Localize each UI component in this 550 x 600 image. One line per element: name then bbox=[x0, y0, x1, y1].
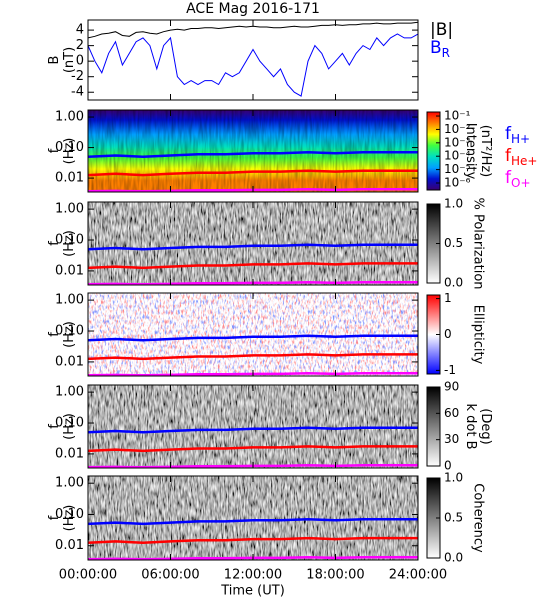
series-line bbox=[88, 536, 418, 544]
y-tick-label: 1.00 bbox=[55, 476, 84, 491]
colorbar-label: (Deg) bbox=[478, 408, 493, 444]
colorbar-label: Intensity bbox=[463, 123, 478, 180]
legend-entry: fH+ bbox=[505, 124, 530, 146]
spectrogram bbox=[88, 202, 418, 285]
y-axis-title: (Hz) bbox=[62, 138, 77, 165]
y-tick-label: 4 bbox=[76, 23, 84, 38]
legend-name: f bbox=[505, 146, 512, 166]
legend-subscript: He+ bbox=[511, 154, 537, 168]
chart-title: ACE Mag 2016-171 bbox=[186, 1, 320, 17]
y-axis-title: f bbox=[47, 515, 62, 520]
legend-subscript: R bbox=[442, 46, 450, 60]
legend-subscript: H+ bbox=[511, 132, 530, 146]
series-line bbox=[88, 426, 418, 434]
legend-entry: fO+ bbox=[505, 168, 531, 190]
y-axis-title: f bbox=[47, 424, 62, 429]
y-tick-label: 0.10 bbox=[55, 507, 84, 522]
x-tick-label: 24:00:00 bbox=[389, 568, 447, 583]
spectrogram-texture bbox=[88, 110, 418, 192]
colorbar-tick-label: 1.0 bbox=[444, 471, 463, 485]
y-axis-title: (Hz) bbox=[62, 230, 77, 257]
legend-entry: BR bbox=[430, 38, 450, 60]
y-tick-label: 1.00 bbox=[55, 110, 84, 125]
y-tick-label: 0.10 bbox=[55, 140, 84, 155]
x-tick-label: 12:00:00 bbox=[224, 568, 282, 583]
y-tick-label: 1.00 bbox=[55, 293, 84, 308]
y-tick-label: 0 bbox=[76, 54, 84, 69]
y-tick-label: 0.01 bbox=[55, 354, 84, 369]
colorbar-tick-label: 10⁻¹ bbox=[444, 109, 471, 123]
series-line bbox=[88, 243, 418, 251]
colorbar-label: (nT²/Hz) bbox=[478, 125, 493, 178]
colorbar-tick-label: 0.5 bbox=[444, 511, 463, 525]
colorbar-label: % Polarization bbox=[471, 197, 486, 289]
colorbar-tick-label: 10⁻⁶ bbox=[444, 175, 471, 189]
y-tick-label: 0.10 bbox=[55, 324, 84, 339]
legend-subscript: O+ bbox=[511, 176, 531, 190]
colorbar-label: Coherency bbox=[471, 483, 486, 553]
x-axis-title: Time (UT) bbox=[220, 584, 285, 599]
series-line bbox=[88, 445, 418, 453]
colorbar-tick-label: 30 bbox=[444, 432, 459, 446]
series-line bbox=[88, 33, 418, 97]
colorbar-tick-label: 0 bbox=[444, 459, 452, 473]
legend-entry: fHe+ bbox=[505, 146, 537, 168]
y-axis-title: f bbox=[47, 241, 62, 246]
x-tick-label: 06:00:00 bbox=[141, 568, 199, 583]
x-tick-label: 00:00:00 bbox=[59, 568, 117, 583]
y-axis-title: (Hz) bbox=[62, 413, 77, 440]
y-tick-label: 0.01 bbox=[55, 538, 84, 553]
colorbar-tick-label: 0.0 bbox=[444, 276, 463, 290]
colorbar-tick-label: 0.0 bbox=[444, 551, 463, 565]
colorbar-tick-label: 10⁻² bbox=[444, 122, 471, 136]
colorbar-tick-label: 60 bbox=[444, 406, 459, 420]
series-line bbox=[88, 151, 418, 158]
x-tick-label: 18:00:00 bbox=[306, 568, 364, 583]
legend-name: B bbox=[430, 38, 442, 58]
colorbar-tick-label: 10⁻⁴ bbox=[444, 149, 471, 163]
legend-name: f bbox=[505, 168, 512, 188]
colorbar-tick-label: 10⁻³ bbox=[444, 135, 471, 149]
y-axis-title: (Hz) bbox=[62, 321, 77, 348]
series-line bbox=[88, 262, 418, 270]
colorbar-tick-label: 1 bbox=[444, 291, 452, 305]
legend-name: |B| bbox=[430, 20, 453, 40]
spectrogram bbox=[88, 293, 418, 376]
y-tick-label: 0.01 bbox=[55, 446, 84, 461]
y-axis-title: f bbox=[47, 332, 62, 337]
series-line bbox=[88, 21, 418, 39]
colorbar-tick-label: 0 bbox=[444, 327, 452, 341]
y-axis-title: (Hz) bbox=[62, 505, 77, 532]
spectrogram bbox=[88, 385, 418, 468]
spectrogram bbox=[88, 476, 418, 560]
series-line bbox=[88, 169, 418, 177]
y-tick-label: 0.01 bbox=[55, 263, 84, 278]
series-line bbox=[88, 334, 418, 342]
y-tick-label: 0.01 bbox=[55, 171, 84, 186]
colorbar bbox=[426, 111, 441, 191]
colorbar-tick-label: 10⁻⁵ bbox=[444, 162, 471, 176]
colorbar-tick-label: 0.5 bbox=[444, 236, 463, 250]
y-tick-label: -2 bbox=[71, 69, 84, 84]
colorbar-label: k dot B bbox=[463, 403, 478, 449]
legend-entry: |B| bbox=[430, 20, 453, 40]
y-tick-label: 2 bbox=[76, 38, 84, 53]
y-axis-title: B bbox=[47, 56, 62, 65]
y-axis-title: (nT) bbox=[62, 47, 77, 73]
y-tick-label: 0.10 bbox=[55, 416, 84, 431]
legend-name: f bbox=[505, 124, 512, 144]
y-tick-label: 1.00 bbox=[55, 202, 84, 217]
series-line bbox=[88, 353, 418, 361]
y-tick-label: -4 bbox=[71, 85, 84, 100]
colorbar-tick-label: -1 bbox=[444, 363, 456, 377]
colorbar-tick-label: 90 bbox=[444, 380, 459, 394]
series-line bbox=[88, 518, 418, 526]
y-tick-label: 1.00 bbox=[55, 385, 84, 400]
colorbar bbox=[426, 386, 441, 467]
y-tick-label: 0.10 bbox=[55, 233, 84, 248]
colorbar-label: Ellipticity bbox=[471, 305, 486, 365]
colorbar-tick-label: 1.0 bbox=[444, 197, 463, 211]
y-axis-title: f bbox=[47, 148, 62, 153]
